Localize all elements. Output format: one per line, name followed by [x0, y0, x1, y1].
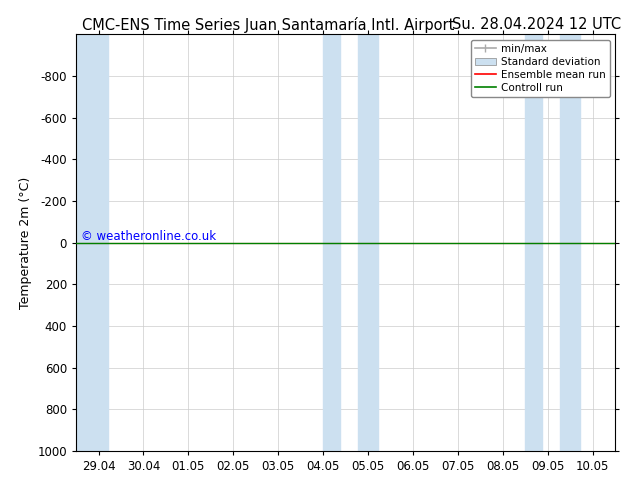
Bar — [525, 34, 542, 451]
Text: CMC-ENS Time Series Juan Santamaría Intl. Airport: CMC-ENS Time Series Juan Santamaría Intl… — [82, 17, 455, 33]
Y-axis label: Temperature 2m (°C): Temperature 2m (°C) — [19, 176, 32, 309]
Bar — [323, 34, 340, 451]
Bar — [560, 34, 580, 451]
Legend: min/max, Standard deviation, Ensemble mean run, Controll run: min/max, Standard deviation, Ensemble me… — [470, 40, 610, 97]
Bar — [358, 34, 378, 451]
Text: © weatheronline.co.uk: © weatheronline.co.uk — [81, 229, 217, 243]
Bar — [76, 34, 108, 451]
Text: Su. 28.04.2024 12 UTC: Su. 28.04.2024 12 UTC — [452, 17, 621, 32]
